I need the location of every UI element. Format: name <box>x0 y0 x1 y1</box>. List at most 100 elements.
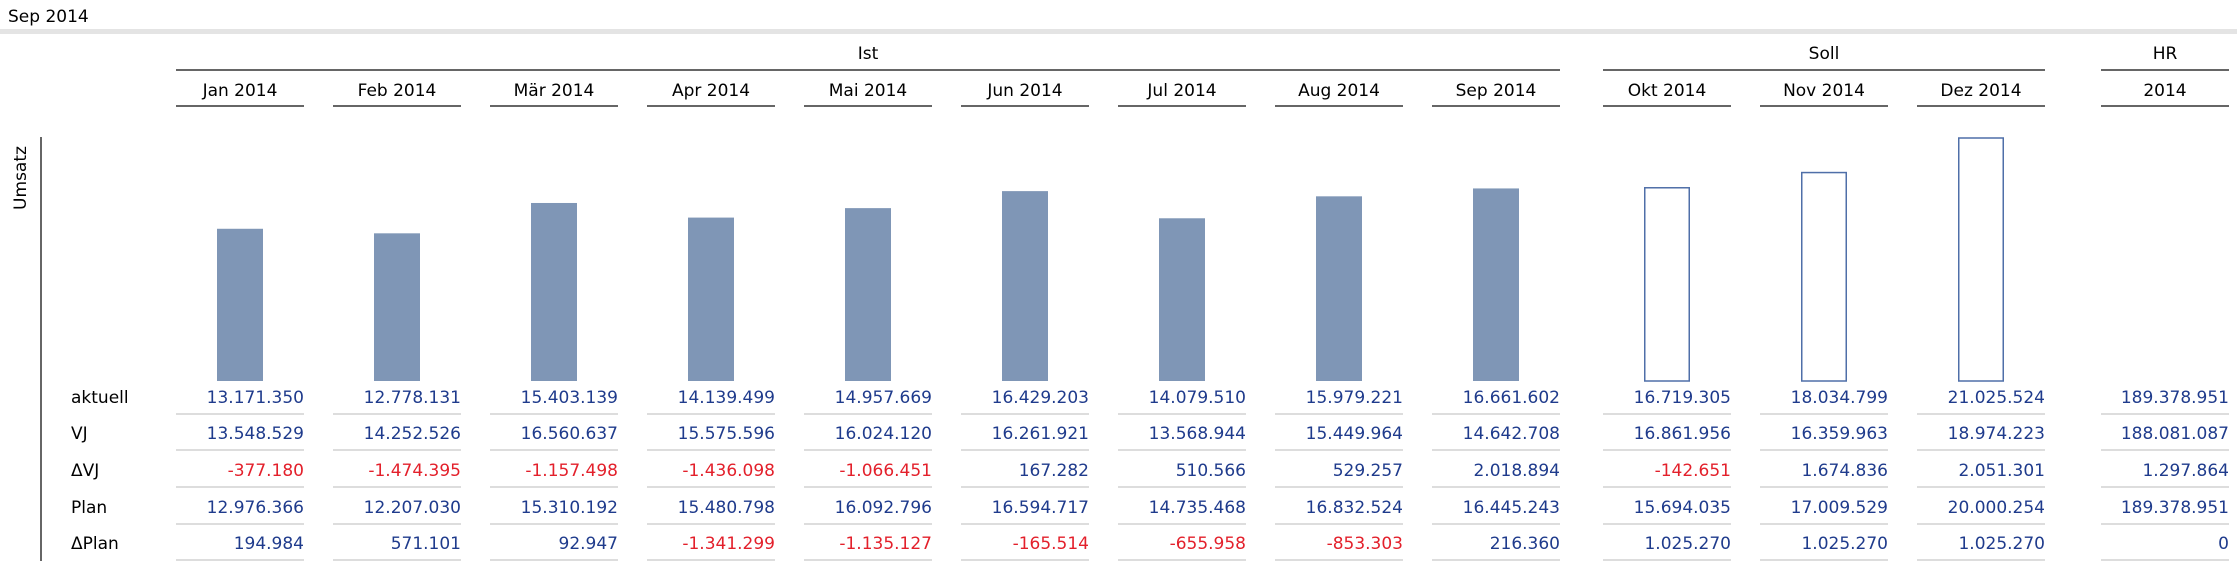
data-label: 1.025.270 <box>1801 534 1888 554</box>
data-label: 21.025.524 <box>1948 388 2045 408</box>
data-label: 216.360 <box>1490 534 1560 554</box>
x-tick-label: Nov 2014 <box>1783 81 1865 101</box>
data-label: 12.778.131 <box>364 388 461 408</box>
data-label: 13.548.529 <box>207 424 304 444</box>
data-label: -853.303 <box>1327 534 1403 554</box>
row-label: ΔVJ <box>71 461 99 481</box>
bar <box>374 233 420 381</box>
bar <box>1473 188 1519 381</box>
chart-title: Sep 2014 <box>8 7 89 27</box>
data-label: 16.560.637 <box>521 424 618 444</box>
data-label: 18.034.799 <box>1791 388 1888 408</box>
bar <box>531 202 577 381</box>
data-label: 15.480.798 <box>678 498 775 518</box>
data-label: 14.957.669 <box>835 388 932 408</box>
data-label: 18.974.223 <box>1948 424 2045 444</box>
x-tick-label: Aug 2014 <box>1298 81 1380 101</box>
x-tick-label: Sep 2014 <box>1456 81 1537 101</box>
row-label: VJ <box>71 424 88 444</box>
data-label: 188.081.087 <box>2121 424 2229 444</box>
data-label: 529.257 <box>1333 461 1403 481</box>
data-label: 16.832.524 <box>1306 498 1403 518</box>
x-tick-label: Apr 2014 <box>672 81 750 101</box>
bar <box>845 208 891 381</box>
data-label: 15.979.221 <box>1306 388 1403 408</box>
data-label: 1.025.270 <box>1644 534 1731 554</box>
data-label: 13.171.350 <box>207 388 304 408</box>
data-label: 189.378.951 <box>2121 388 2229 408</box>
data-label: 17.009.529 <box>1791 498 1888 518</box>
bar <box>217 228 263 381</box>
x-tick-label: Dez 2014 <box>1940 81 2021 101</box>
data-label: 16.719.305 <box>1634 388 1731 408</box>
data-label: 15.403.139 <box>521 388 618 408</box>
data-label: 92.947 <box>559 534 618 554</box>
data-label: 20.000.254 <box>1948 498 2045 518</box>
data-label: 16.429.203 <box>992 388 1089 408</box>
data-label: 16.445.243 <box>1463 498 1560 518</box>
data-label: 12.207.030 <box>364 498 461 518</box>
data-label: 15.694.035 <box>1634 498 1731 518</box>
bar <box>1644 187 1690 382</box>
data-label: 16.024.120 <box>835 424 932 444</box>
data-label: 1.674.836 <box>1801 461 1888 481</box>
data-label: 15.310.192 <box>521 498 618 518</box>
data-label: -1.436.098 <box>682 461 775 481</box>
x-tick-label: 2014 <box>2143 81 2186 101</box>
separator <box>0 29 2237 34</box>
data-label: 15.449.964 <box>1306 424 1403 444</box>
bar <box>1801 171 1847 382</box>
group-label: Soll <box>1809 44 1840 64</box>
data-label: -165.514 <box>1013 534 1089 554</box>
data-label: 15.575.596 <box>678 424 775 444</box>
data-label: -1.474.395 <box>368 461 461 481</box>
data-label: 510.566 <box>1176 461 1246 481</box>
data-label: 12.976.366 <box>207 498 304 518</box>
x-tick-label: Mai 2014 <box>829 81 907 101</box>
row-label: Plan <box>71 498 107 518</box>
data-label: -377.180 <box>228 461 304 481</box>
data-label: 16.594.717 <box>992 498 1089 518</box>
data-label: 167.282 <box>1019 461 1089 481</box>
data-label: -1.066.451 <box>839 461 932 481</box>
data-label: -1.341.299 <box>682 534 775 554</box>
data-label: 16.861.956 <box>1634 424 1731 444</box>
bar <box>1958 137 2004 382</box>
data-label: 16.092.796 <box>835 498 932 518</box>
data-label: 1.297.864 <box>2142 461 2229 481</box>
data-label: 194.984 <box>234 534 304 554</box>
data-label: -1.157.498 <box>525 461 618 481</box>
data-label: 14.252.526 <box>364 424 461 444</box>
data-label: 16.661.602 <box>1463 388 1560 408</box>
data-label: 0 <box>2218 534 2229 554</box>
data-label: -142.651 <box>1655 461 1731 481</box>
data-label: 16.261.921 <box>992 424 1089 444</box>
data-label: 16.359.963 <box>1791 424 1888 444</box>
data-label: 189.378.951 <box>2121 498 2229 518</box>
data-label: 13.568.944 <box>1149 424 1246 444</box>
bar <box>1002 191 1048 381</box>
bar <box>688 217 734 381</box>
data-label: 1.025.270 <box>1958 534 2045 554</box>
row-label: aktuell <box>71 388 129 408</box>
data-label: 2.018.894 <box>1473 461 1560 481</box>
x-tick-label: Okt 2014 <box>1628 81 1707 101</box>
data-label: 14.735.468 <box>1149 498 1246 518</box>
x-tick-label: Jan 2014 <box>202 81 278 101</box>
data-label: 14.079.510 <box>1149 388 1246 408</box>
row-label: ΔPlan <box>71 534 119 554</box>
x-tick-label: Mär 2014 <box>514 81 595 101</box>
group-label: HR <box>2153 44 2178 64</box>
data-label: -1.135.127 <box>839 534 932 554</box>
data-label: -655.958 <box>1170 534 1246 554</box>
data-label: 2.051.301 <box>1958 461 2045 481</box>
data-label: 14.139.499 <box>678 388 775 408</box>
group-label: Ist <box>858 44 879 64</box>
data-label: 14.642.708 <box>1463 424 1560 444</box>
data-label: 571.101 <box>391 534 461 554</box>
x-tick-label: Jul 2014 <box>1146 81 1216 101</box>
bar <box>1159 218 1205 381</box>
x-tick-label: Jun 2014 <box>986 81 1062 101</box>
